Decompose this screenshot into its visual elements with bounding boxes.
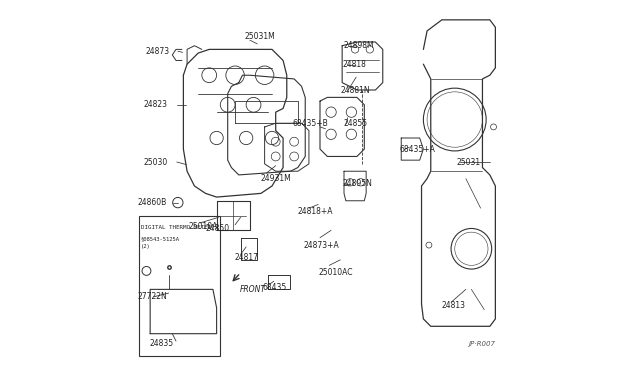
Text: 24898M: 24898M — [344, 41, 374, 50]
Text: 25030: 25030 — [143, 157, 168, 167]
Text: FRONT: FRONT — [239, 285, 266, 294]
Text: 24873: 24873 — [146, 47, 170, 56]
Text: 25031: 25031 — [456, 157, 481, 167]
Text: 24895N: 24895N — [342, 179, 372, 188]
Text: (2): (2) — [141, 244, 150, 249]
Text: 24931M: 24931M — [261, 174, 292, 183]
Text: 68435+B: 68435+B — [292, 119, 328, 128]
Text: 24818: 24818 — [342, 60, 366, 69]
Text: §08543-5125A: §08543-5125A — [141, 236, 180, 241]
Text: 24881N: 24881N — [340, 86, 370, 95]
Text: 27722N: 27722N — [137, 292, 167, 301]
Text: 25031M: 25031M — [244, 32, 275, 41]
Text: 24818+A: 24818+A — [298, 207, 333, 217]
Text: 24817: 24817 — [234, 253, 259, 263]
Text: DIGITAL THERMO METER: DIGITAL THERMO METER — [141, 225, 211, 230]
Text: 24860B: 24860B — [138, 198, 167, 207]
Text: 24813: 24813 — [442, 301, 466, 311]
Text: JP·R007: JP·R007 — [468, 341, 495, 347]
Text: 25010AC: 25010AC — [318, 268, 353, 277]
Text: 24850: 24850 — [205, 224, 230, 233]
FancyBboxPatch shape — [139, 215, 220, 356]
Text: 68435: 68435 — [263, 283, 287, 292]
Text: 24835: 24835 — [149, 340, 173, 349]
Text: 25010A: 25010A — [189, 222, 218, 231]
Text: 24823: 24823 — [144, 100, 168, 109]
Text: 24855: 24855 — [344, 119, 368, 128]
Text: 68435+A: 68435+A — [399, 145, 435, 154]
Text: 24873+A: 24873+A — [303, 241, 339, 250]
